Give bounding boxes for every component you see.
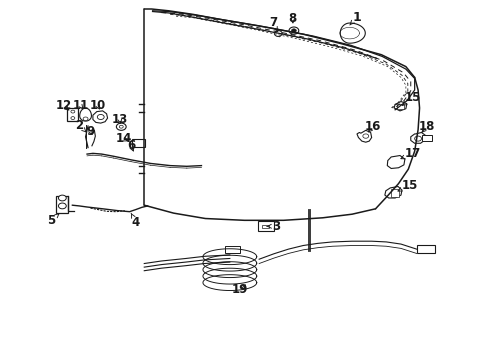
FancyBboxPatch shape [257, 221, 274, 231]
Circle shape [71, 117, 75, 120]
Polygon shape [386, 156, 404, 168]
Text: 10: 10 [89, 99, 106, 112]
Circle shape [291, 29, 296, 32]
Circle shape [59, 195, 66, 201]
Text: 1: 1 [349, 11, 361, 25]
Polygon shape [340, 23, 365, 43]
Circle shape [116, 123, 126, 130]
Circle shape [83, 117, 88, 121]
Text: 11: 11 [72, 99, 89, 112]
Circle shape [414, 136, 421, 141]
Text: 15: 15 [397, 179, 417, 192]
Polygon shape [80, 108, 91, 121]
Bar [396, 104, 403, 109]
Text: 4: 4 [131, 213, 140, 229]
Bar [390, 189, 398, 197]
FancyBboxPatch shape [132, 139, 144, 147]
Bar [416, 245, 434, 253]
Text: 14: 14 [115, 132, 132, 145]
Circle shape [97, 114, 104, 120]
Text: 16: 16 [364, 120, 381, 133]
Circle shape [119, 125, 123, 128]
Polygon shape [356, 130, 371, 142]
Polygon shape [393, 102, 406, 111]
Text: 15: 15 [402, 91, 421, 105]
Text: 12: 12 [55, 99, 72, 112]
Text: 2: 2 [75, 119, 86, 132]
Circle shape [71, 110, 75, 113]
Text: 18: 18 [418, 120, 434, 133]
Circle shape [288, 27, 298, 34]
Text: 17: 17 [400, 147, 421, 159]
Bar [421, 135, 431, 141]
Text: 13: 13 [111, 113, 128, 126]
Text: 9: 9 [86, 125, 94, 138]
Text: 8: 8 [288, 12, 296, 25]
Bar [67, 108, 78, 121]
Bar [56, 196, 68, 213]
Polygon shape [93, 111, 107, 123]
Polygon shape [410, 132, 425, 143]
Text: 6: 6 [127, 139, 135, 152]
Text: 5: 5 [47, 214, 59, 227]
Text: 19: 19 [231, 283, 247, 296]
Circle shape [59, 203, 66, 209]
Circle shape [362, 134, 368, 138]
Polygon shape [275, 30, 281, 37]
Circle shape [274, 31, 282, 36]
Bar [224, 246, 239, 253]
Bar [262, 225, 269, 228]
Text: 7: 7 [268, 16, 277, 32]
Text: 3: 3 [266, 220, 280, 233]
Polygon shape [384, 186, 401, 198]
